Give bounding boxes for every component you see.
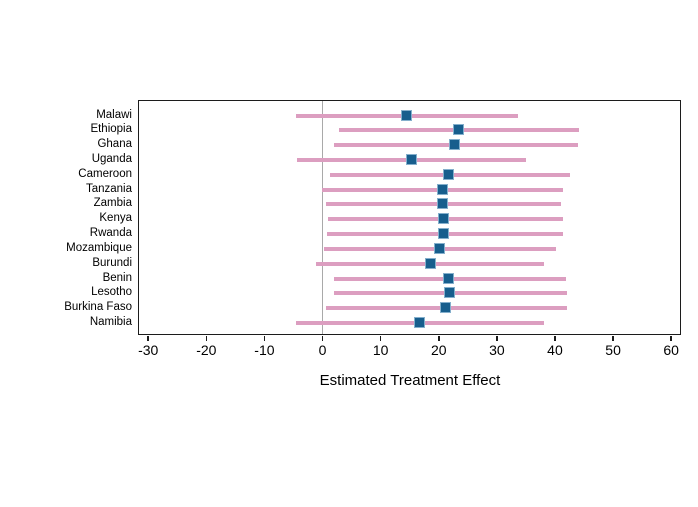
- y-axis-label: Rwanda: [89, 227, 132, 240]
- x-tick-mark: [321, 336, 324, 341]
- estimate-marker: [452, 124, 464, 136]
- y-axis-label: Uganda: [91, 152, 132, 165]
- y-axis-label: Zambia: [93, 197, 132, 210]
- estimate-marker: [434, 242, 445, 254]
- estimate-marker: [436, 183, 448, 195]
- estimate-marker: [438, 228, 450, 240]
- x-tick-label: -30: [138, 342, 159, 358]
- estimate-marker: [440, 302, 452, 314]
- x-tick-mark: [147, 336, 149, 341]
- estimate-marker: [444, 287, 456, 299]
- x-tick-label: -10: [254, 342, 275, 358]
- zero-reference-line: [321, 101, 323, 334]
- x-tick-mark: [263, 336, 266, 341]
- plot-area: [138, 100, 681, 335]
- estimate-marker: [400, 109, 412, 121]
- y-axis-label: Burkina Faso: [64, 301, 132, 314]
- x-tick-label: 20: [430, 342, 447, 358]
- x-tick-label: 30: [489, 342, 505, 358]
- estimate-marker: [424, 257, 436, 269]
- x-tick-mark: [554, 336, 556, 341]
- y-axis-label: Cameroon: [78, 167, 132, 180]
- estimate-marker: [405, 153, 417, 165]
- x-tick-mark: [496, 336, 498, 341]
- y-axis-label: Ethiopia: [90, 123, 132, 136]
- y-axis-label: Lesotho: [91, 286, 132, 299]
- x-tick-label: 0: [318, 342, 327, 358]
- x-tick-mark: [438, 336, 440, 341]
- x-axis-title: Estimated Treatment Effect: [319, 372, 501, 389]
- y-axis-label: Benin: [102, 271, 132, 284]
- x-tick-mark: [612, 336, 614, 341]
- x-tick-label: 50: [605, 342, 621, 358]
- x-tick-mark: [670, 336, 672, 341]
- estimate-marker: [438, 213, 450, 225]
- x-tick-label: -20: [196, 342, 217, 358]
- y-axis-label: Namibia: [89, 315, 132, 328]
- x-tick-mark: [205, 336, 208, 341]
- estimate-marker: [443, 168, 455, 180]
- estimate-marker: [448, 139, 460, 151]
- x-tick-mark: [379, 336, 382, 341]
- estimate-marker: [443, 272, 455, 284]
- estimate-marker: [414, 316, 426, 328]
- y-axis-label: Mozambique: [66, 241, 132, 254]
- x-tick-label: 60: [663, 342, 679, 358]
- y-axis-label: Burundi: [92, 256, 132, 269]
- x-tick-label: 40: [547, 342, 563, 358]
- y-axis-label: Malawi: [96, 108, 132, 121]
- x-tick-label: 10: [372, 342, 389, 358]
- estimate-marker: [436, 198, 448, 210]
- y-axis-label: Tanzania: [85, 182, 132, 195]
- y-axis-label: Kenya: [99, 212, 132, 225]
- y-axis-label: Ghana: [97, 138, 132, 151]
